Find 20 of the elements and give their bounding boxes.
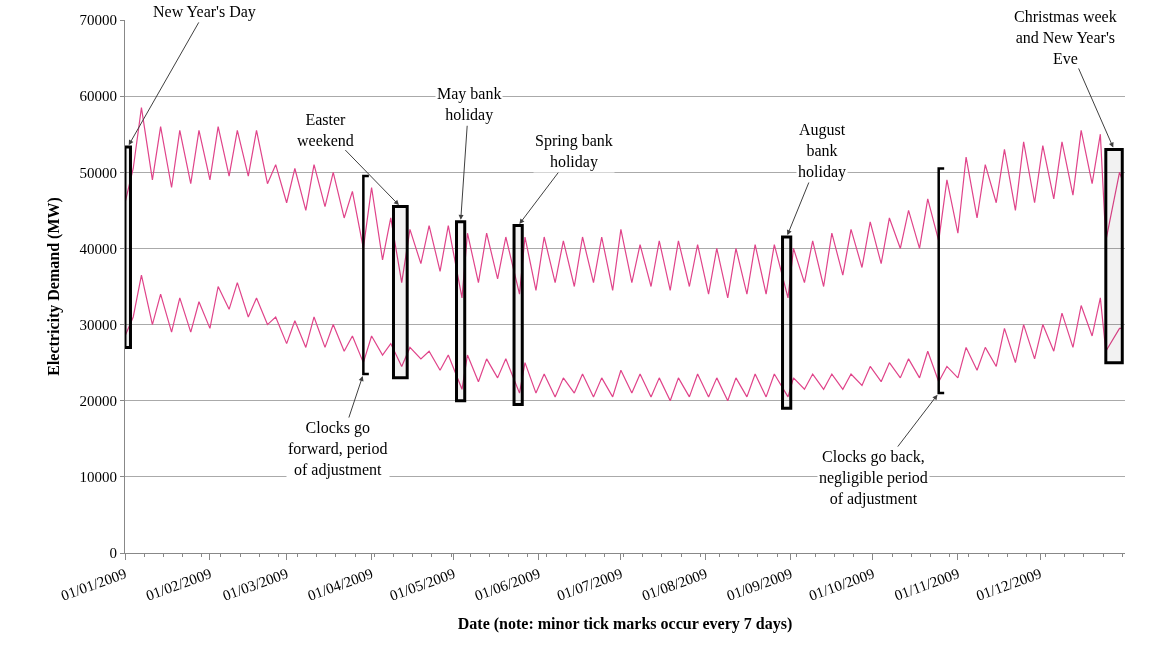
band-label: May bank holiday <box>437 85 502 124</box>
y-tick-label: 40000 <box>79 240 117 257</box>
y-tick-label: 60000 <box>79 88 117 105</box>
band-label: August bank holiday <box>798 121 846 181</box>
band-label: Spring bank holiday <box>535 132 613 171</box>
band-label: Christmas week and New Year's Eve <box>1014 8 1117 67</box>
ref-line-label: Clocks go back, negligible period of adjustment <box>819 448 928 508</box>
x-axis-title: Date (note: minor tick marks occur every 7 days) <box>457 615 793 634</box>
band-label: New Year's Day <box>153 3 256 21</box>
y-tick-label: 50000 <box>79 164 117 181</box>
y-tick-label: 20000 <box>79 392 117 409</box>
line-series <box>125 106 1123 299</box>
y-tick-label: 10000 <box>79 469 117 486</box>
y-tick-label: 0 <box>109 545 117 562</box>
line-series <box>125 274 1123 402</box>
ref-line-label: Clocks go forward, period of adjustment <box>288 419 388 479</box>
band-label: Easter weekend <box>297 111 354 149</box>
y-tick-label: 70000 <box>79 12 117 29</box>
y-axis-title: Electricity Demand (MW) <box>45 197 64 376</box>
y-tick-label: 30000 <box>79 316 117 333</box>
